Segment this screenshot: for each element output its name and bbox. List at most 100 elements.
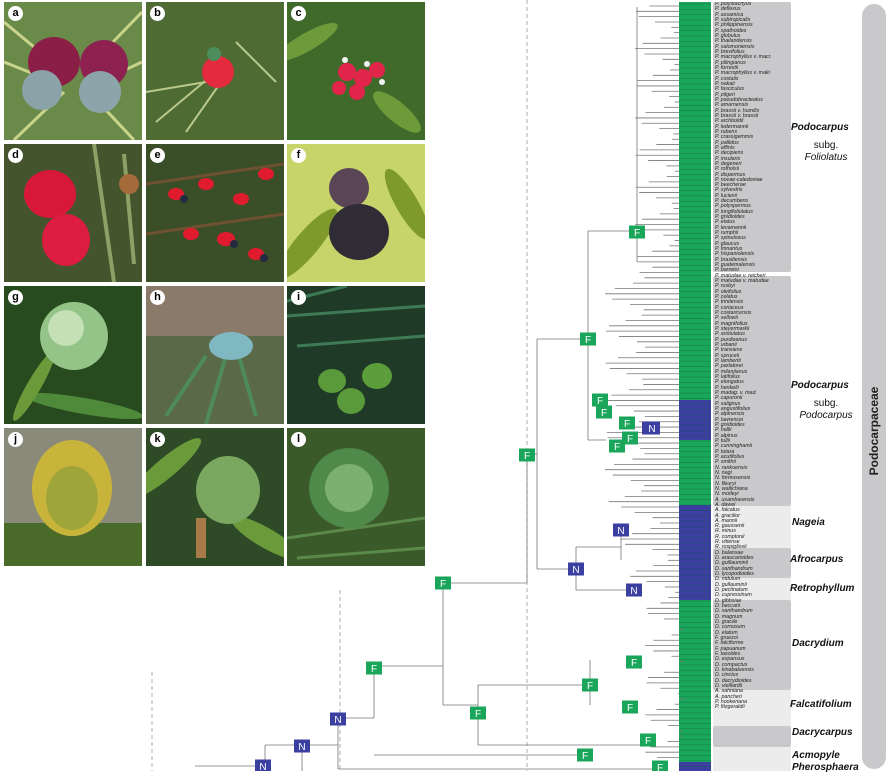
clade-nageia: Nageia — [792, 517, 825, 528]
taxon-label: P. steyermarkii — [715, 326, 750, 333]
taxon-label: P. sylvestris — [715, 187, 743, 194]
taxon-label: D. xanthandrum — [715, 608, 753, 615]
taxon-label: D. xanthandrum — [715, 565, 753, 572]
photo-spiky-green-cone-icon — [287, 428, 425, 566]
taxon-label: P. amarnensis — [715, 102, 749, 109]
clade-block-light — [713, 506, 791, 548]
taxon-label: R. comptonii — [715, 533, 745, 540]
taxon-label: P. barretoi — [715, 267, 739, 274]
taxon-label: P. pallidus — [715, 139, 739, 146]
clade-podocarpus-subg: subg. — [813, 398, 839, 409]
taxon-label: D. nidulum — [715, 576, 741, 583]
taxon-label: P. decumbens — [715, 198, 749, 205]
node-state-box — [609, 439, 625, 453]
taxon-label: P. longifoliolatus — [715, 208, 753, 215]
node-state-label: F — [597, 396, 603, 407]
taxon-label: D. beccarii — [715, 603, 741, 610]
taxon-label: D. guillauminii — [715, 560, 748, 567]
taxon-label: D. dacrydioides — [715, 677, 752, 684]
taxon-label: F. taxoides — [715, 651, 741, 658]
photo-a: a — [4, 2, 142, 140]
taxon-label: P. philippinensis — [715, 22, 753, 29]
photo-label: g — [8, 290, 23, 305]
node-state-box — [330, 712, 346, 726]
node-state-box — [255, 759, 271, 771]
node-state-box — [568, 562, 584, 576]
taxon-label: P. rumphii — [715, 230, 739, 237]
taxon-label: N. fleuryi — [715, 480, 736, 487]
taxon-label: P. parlatorei — [715, 363, 743, 370]
photo-green-cone-broad-leaves-icon — [146, 428, 284, 566]
taxon-label: P. costaricensis — [715, 310, 752, 317]
photo-red-receptacle-needle-foliage-icon — [146, 2, 284, 140]
node-state-box — [629, 225, 645, 239]
character-strip — [679, 505, 711, 600]
photo-blue-green-shoot-icon — [146, 286, 284, 424]
taxon-label: N. nagi — [715, 469, 732, 476]
taxon-label: D. elatum — [715, 629, 738, 636]
node-state-label: N — [630, 586, 637, 597]
taxon-label: A. sahniana — [715, 688, 743, 695]
taxon-label: P. globulus — [715, 32, 741, 39]
photo-dark-purple-seeds-icon — [287, 144, 425, 282]
taxon-label: P. angustifolius — [715, 405, 751, 412]
node-state-box — [619, 416, 635, 430]
taxon-label: P. subtropicalis — [715, 16, 751, 23]
taxon-label: P. gnidioides — [715, 214, 745, 221]
taxon-label: N. wallichiana — [715, 485, 748, 492]
taxon-label: P. pilgeri — [715, 91, 735, 98]
taxon-label: P. alpinus — [715, 432, 738, 439]
taxon-label: P. henkelii — [715, 384, 739, 391]
photo-podocarpus-red-receptacles-blue-seeds-icon — [4, 2, 142, 140]
taxon-label: P. levamannii — [715, 224, 747, 231]
taxon-label: P. ledermannii — [715, 123, 749, 130]
taxon-label: P. macrophyllus v. macr. — [715, 54, 772, 61]
photo-red-cones-broad-leaves-icon — [287, 2, 425, 140]
taxon-label: D. gullauminii — [715, 581, 747, 588]
taxon-label: P. brassii v. humilis — [715, 107, 760, 114]
taxon-label: P. fitzgeraldii — [715, 704, 745, 711]
taxon-label: P. latifolius — [715, 373, 740, 380]
photo-h: h — [146, 286, 284, 424]
clade-block — [713, 276, 791, 506]
clade-falcatifolium: Falcatifolium — [790, 699, 852, 710]
clade-foliolatus-name: Foliolatus — [804, 152, 848, 163]
photo-d: d — [4, 144, 142, 282]
node-state-label: F — [634, 228, 640, 239]
taxon-label: N. motleyi — [715, 491, 739, 498]
taxon-label: P. celatus — [715, 294, 738, 301]
taxon-label: P. beecherae — [715, 182, 746, 189]
node-state-label: F — [614, 442, 620, 453]
taxon-label: D. araucarioides — [715, 555, 754, 562]
taxon-label: P. urbanii — [715, 342, 737, 348]
taxon-label: P. spathoides — [715, 27, 747, 34]
taxon-label: D. kinabaluensis — [715, 667, 754, 674]
photo-j: j — [4, 428, 142, 566]
photo-red-fleshy-cones-icon — [4, 144, 142, 282]
taxon-label: P. elongatus — [715, 379, 744, 386]
node-state-box — [613, 523, 629, 537]
clade-podocarpus-foliolatus: Podocarpus — [791, 122, 849, 133]
node-state-box — [652, 760, 668, 771]
clade-block-light — [713, 690, 791, 726]
family-bar: Podocarpaceae — [862, 4, 886, 769]
taxon-label: N. rankoensis — [715, 464, 748, 471]
taxon-label: P. lucienii — [715, 192, 737, 199]
photo-label: i — [291, 290, 306, 305]
taxon-label: P. assamica — [715, 11, 744, 18]
taxon-label: P. glaucus — [715, 240, 740, 247]
node-state-box — [470, 706, 486, 720]
photo-label: h — [150, 290, 165, 305]
taxon-label: P. deflexus — [715, 6, 741, 13]
node-state-box — [626, 583, 642, 597]
taxon-label: P. matudae v. matudae — [715, 278, 769, 285]
taxon-label: P. madag. v. mad. — [715, 389, 757, 396]
taxon-label: P. brassii v. brassii — [715, 112, 759, 119]
taxon-label: P. pseudobracteatus — [715, 96, 763, 103]
taxon-label: P. spinulosus — [715, 235, 746, 242]
node-state-label: F — [524, 451, 530, 462]
node-state-box — [592, 393, 608, 407]
taxon-label: P. lmnantus — [715, 246, 743, 253]
node-state-label: N — [617, 526, 624, 537]
